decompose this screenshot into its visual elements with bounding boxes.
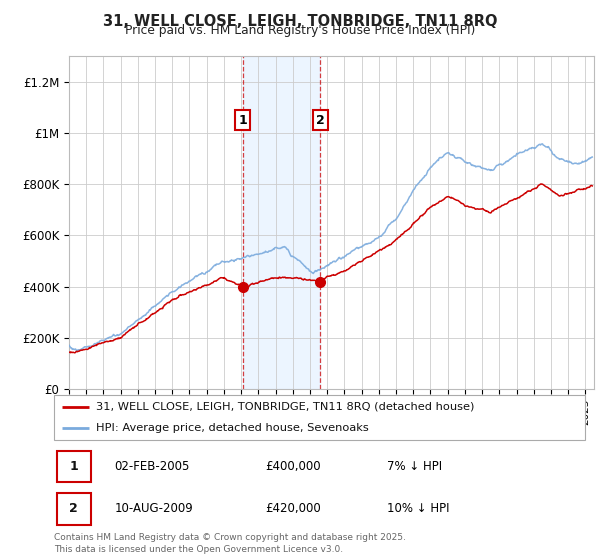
Text: 2: 2	[69, 502, 78, 515]
Text: 2: 2	[316, 114, 325, 127]
Text: 02-FEB-2005: 02-FEB-2005	[115, 460, 190, 473]
Bar	[56, 493, 91, 525]
Text: HPI: Average price, detached house, Sevenoaks: HPI: Average price, detached house, Seve…	[97, 422, 369, 432]
Text: 10% ↓ HPI: 10% ↓ HPI	[386, 502, 449, 515]
Bar	[56, 451, 91, 482]
Text: Price paid vs. HM Land Registry's House Price Index (HPI): Price paid vs. HM Land Registry's House …	[125, 24, 475, 37]
Text: 1: 1	[69, 460, 78, 473]
Text: 31, WELL CLOSE, LEIGH, TONBRIDGE, TN11 8RQ (detached house): 31, WELL CLOSE, LEIGH, TONBRIDGE, TN11 8…	[97, 402, 475, 412]
Text: £420,000: £420,000	[265, 502, 321, 515]
Text: 31, WELL CLOSE, LEIGH, TONBRIDGE, TN11 8RQ: 31, WELL CLOSE, LEIGH, TONBRIDGE, TN11 8…	[103, 14, 497, 29]
Bar	[242, 56, 320, 389]
Text: 10-AUG-2009: 10-AUG-2009	[115, 502, 193, 515]
Text: £400,000: £400,000	[265, 460, 321, 473]
Text: Contains HM Land Registry data © Crown copyright and database right 2025.
This d: Contains HM Land Registry data © Crown c…	[54, 533, 406, 554]
Text: 1: 1	[238, 114, 247, 127]
Text: 7% ↓ HPI: 7% ↓ HPI	[386, 460, 442, 473]
